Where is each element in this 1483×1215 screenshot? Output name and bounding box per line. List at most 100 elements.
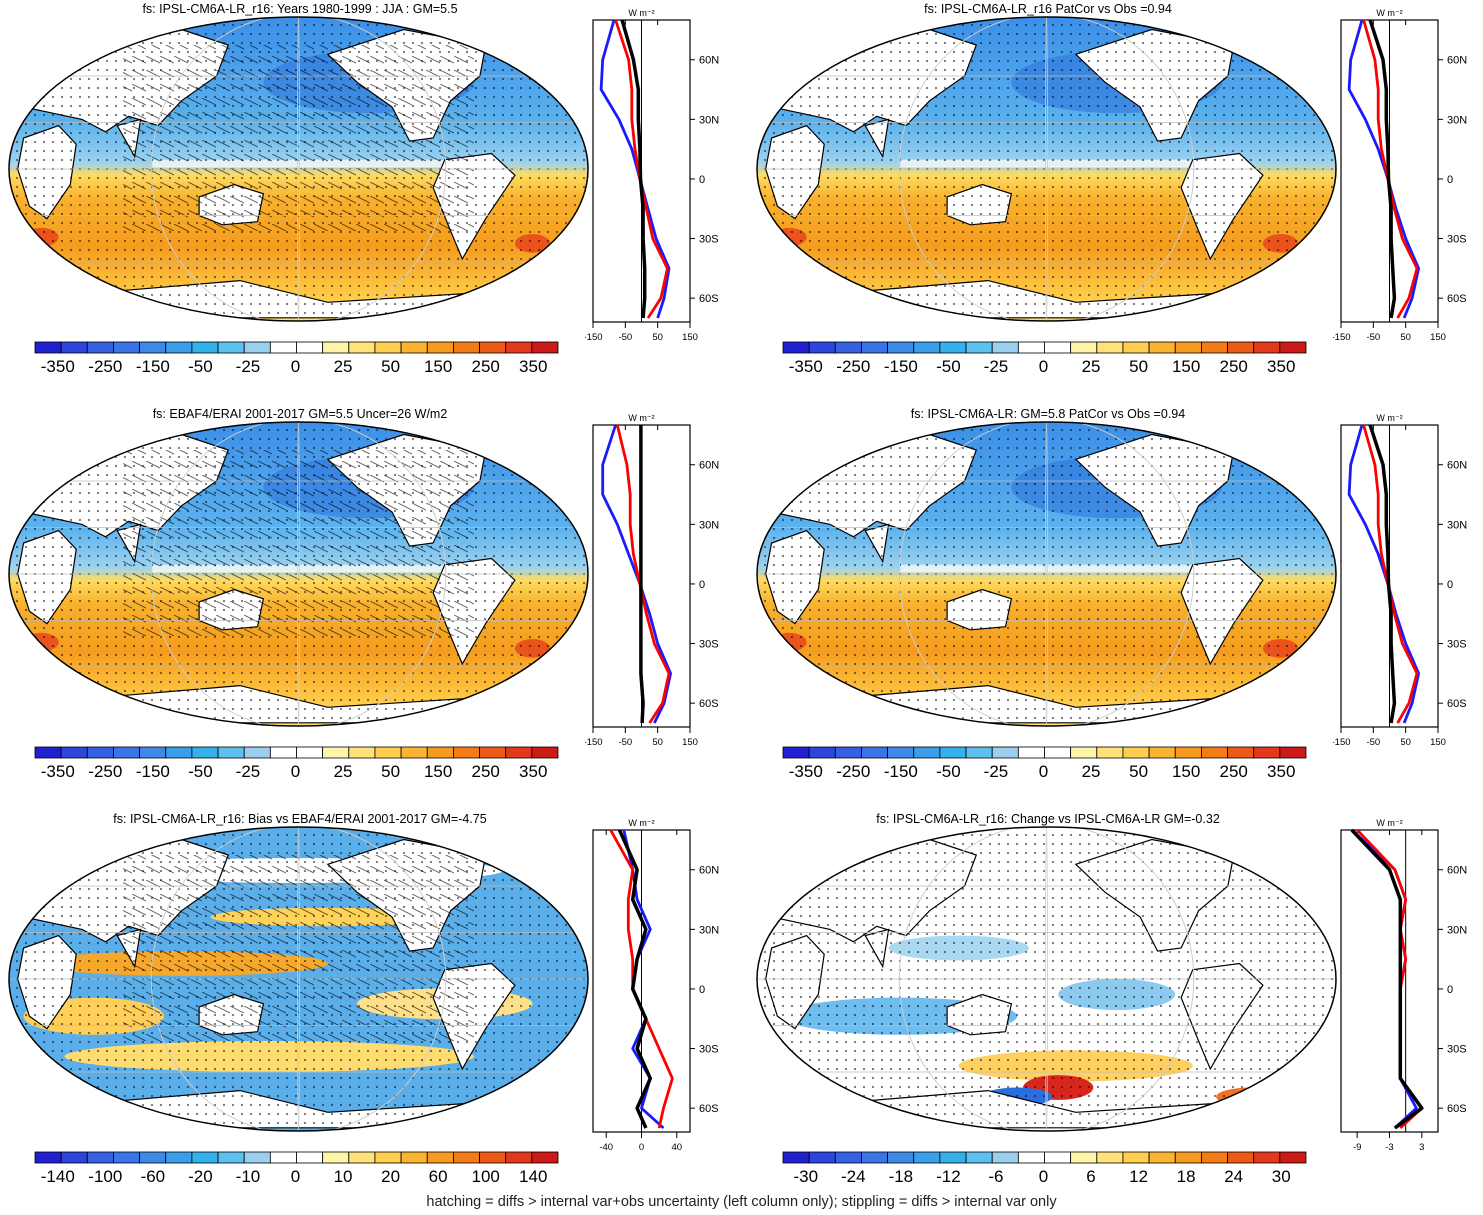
profile-x-tick: 150 <box>1430 737 1446 748</box>
colorbar-box <box>834 341 862 354</box>
colorbar-label: -60 <box>140 1167 166 1186</box>
colorbar-box <box>60 746 88 759</box>
zonal-profile: W m⁻² 60N 30N 0 30S 60S -40 0 40 <box>592 818 719 1153</box>
colorbar-label: 18 <box>1176 1167 1196 1186</box>
lat-tick-label: 30N <box>1447 924 1467 936</box>
panel-4: fs: IPSL-CM6A-LR: GM=5.8 PatCor vs Obs =… <box>748 405 1483 805</box>
colorbar-box <box>1122 341 1150 354</box>
profile-series-3 <box>1350 828 1424 1130</box>
colorbar-box <box>34 1151 62 1164</box>
profile-x-tick: -9 <box>1353 1142 1361 1153</box>
colorbar-box <box>113 1151 140 1164</box>
profile-unit: W m⁻² <box>1376 818 1402 828</box>
profile-series-3 <box>639 425 645 724</box>
profile-x-tick: -150 <box>1333 332 1351 343</box>
colorbar-label: -25 <box>983 357 1009 376</box>
colorbar-box <box>1096 1151 1124 1164</box>
colorbar-box <box>991 341 1019 354</box>
colorbar-box <box>479 746 507 759</box>
colorbar-box <box>34 341 62 354</box>
colorbar-label: -20 <box>188 1167 213 1186</box>
profile-unit: W m⁻² <box>628 413 654 423</box>
lat-tick-label: 0 <box>1447 174 1453 186</box>
profile-series-3 <box>620 19 647 319</box>
profile-x-tick: 40 <box>671 1142 682 1153</box>
colorbar-box <box>322 746 350 759</box>
colorbar-box <box>139 1151 167 1164</box>
colorbar-box <box>1253 1151 1281 1164</box>
colorbar-label: 350 <box>1267 762 1296 781</box>
colorbar-label: 0 <box>290 357 301 376</box>
colorbar-label: -18 <box>888 1167 914 1186</box>
lat-tick-label: 30S <box>699 639 719 651</box>
colorbar-label: -50 <box>188 357 213 376</box>
colorbar-label: 250 <box>471 762 500 781</box>
colorbar-box <box>1096 746 1124 759</box>
profile-series-3 <box>1368 424 1397 724</box>
colorbar-box <box>243 341 271 354</box>
colorbar-box <box>400 1151 428 1164</box>
colorbar-labels: -30 -24 -18 -12 -6 0 6 12 18 24 30 <box>782 1167 1305 1191</box>
colorbar-box <box>60 341 88 354</box>
colorbar-box <box>1148 746 1176 759</box>
colorbar-box <box>939 746 967 759</box>
colorbar-label: 350 <box>519 357 548 376</box>
colorbar-box <box>426 746 454 759</box>
colorbar-label: -12 <box>936 1167 961 1186</box>
lat-tick-label: 60S <box>1447 1103 1467 1115</box>
lat-tick-label: 0 <box>699 174 705 186</box>
colorbar-box <box>296 341 324 354</box>
colorbar-label: 25 <box>1081 762 1101 781</box>
colorbar-label: 0 <box>1038 357 1049 376</box>
panel-3: fs: EBAF4/ERAI 2001-2017 GM=5.5 Uncer=26… <box>0 405 741 805</box>
colorbar-box <box>139 341 167 354</box>
colorbar-box <box>1279 746 1307 759</box>
colorbar-label: 350 <box>519 762 548 781</box>
profile-x-tick: -3 <box>1385 1142 1393 1153</box>
colorbar-box <box>913 1151 941 1164</box>
profile-x-tick: -40 <box>599 1142 613 1153</box>
lat-tick-label: 30S <box>1447 234 1467 246</box>
colorbar-box <box>217 341 245 354</box>
colorbar-box <box>1070 746 1098 759</box>
colorbar-box <box>505 341 533 354</box>
colorbar-box <box>808 746 836 759</box>
colorbar-label: 250 <box>1219 357 1248 376</box>
profile-x-tick: 0 <box>639 1142 644 1153</box>
profile-x-tick: 3 <box>1419 1142 1424 1153</box>
colorbar-box <box>1200 746 1228 759</box>
profile-x-tick: -150 <box>585 737 603 748</box>
colorbar-box <box>1044 1151 1072 1164</box>
profile-series-3 <box>1368 19 1397 319</box>
colorbar-box <box>426 1151 454 1164</box>
colorbar-box <box>113 341 140 354</box>
profile-x-tick: -50 <box>1366 737 1380 748</box>
profile-unit: W m⁻² <box>1376 8 1402 18</box>
colorbar-label: 50 <box>1129 762 1149 781</box>
lat-tick-label: 60S <box>1447 698 1467 710</box>
colorbar-box <box>939 1151 967 1164</box>
colorbar-box <box>531 341 559 354</box>
colorbar-box <box>1200 341 1228 354</box>
colorbar-box <box>139 746 167 759</box>
lat-tick-label: 0 <box>699 579 705 591</box>
colorbar-box <box>965 1151 993 1164</box>
colorbar-box <box>834 1151 862 1164</box>
colorbar-box <box>479 341 507 354</box>
zonal-profile: W m⁻² 60N 30N 0 30S 60S -150 -50 50 150 <box>585 8 719 343</box>
colorbar-box <box>86 1151 114 1164</box>
lat-tick-label: 60N <box>699 55 719 67</box>
colorbar-box <box>1044 341 1072 354</box>
colorbar-box <box>808 1151 836 1164</box>
lat-tick-label: 60S <box>1447 293 1467 305</box>
colorbar-label: 25 <box>1081 357 1101 376</box>
profile-unit: W m⁻² <box>628 8 654 18</box>
colorbar-box <box>348 746 376 759</box>
colorbar <box>34 746 559 759</box>
profile-x-tick: -150 <box>585 332 603 343</box>
colorbar-label: -6 <box>988 1167 1004 1186</box>
colorbar-box <box>217 746 245 759</box>
colorbar-box <box>296 1151 324 1164</box>
colorbar-box <box>191 746 219 759</box>
colorbar-box <box>782 1151 810 1164</box>
